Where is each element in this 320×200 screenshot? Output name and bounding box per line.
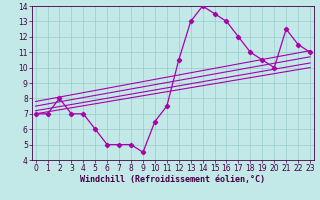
X-axis label: Windchill (Refroidissement éolien,°C): Windchill (Refroidissement éolien,°C) xyxy=(80,175,265,184)
